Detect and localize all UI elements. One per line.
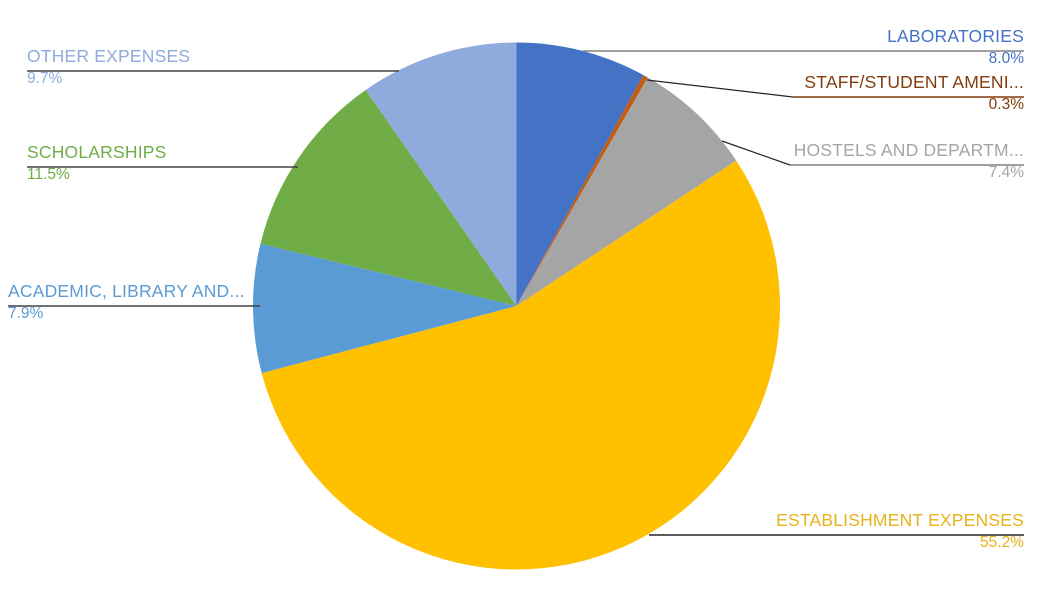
data-label-hostels: HOSTELS AND DEPARTM... 7.4% — [794, 140, 1024, 183]
data-label-staff-student-amenities: STAFF/STUDENT AMENI... 0.3% — [804, 72, 1024, 115]
data-label-hostels-value: 7.4% — [988, 164, 1024, 181]
data-label-other-expenses: OTHER EXPENSES 9.7% — [27, 46, 190, 89]
data-label-laboratories-category: LABORATORIES — [887, 26, 1024, 46]
data-label-hostels-category: HOSTELS AND DEPARTM... — [793, 140, 1024, 160]
pie-slice-other-expenses[interactable] — [365, 42, 517, 307]
data-label-other-expenses-value: 9.7% — [27, 70, 63, 87]
data-label-establishment-expenses-category: ESTABLISHMENT EXPENSES — [776, 510, 1024, 530]
data-label-other-expenses-category: OTHER EXPENSES — [27, 46, 191, 66]
data-label-scholarships-category: SCHOLARSHIPS — [27, 142, 167, 162]
data-label-laboratories-value: 8.0% — [988, 50, 1024, 67]
data-label-scholarships: SCHOLARSHIPS 11.5% — [27, 142, 167, 185]
data-label-laboratories: LABORATORIES 8.0% — [887, 26, 1024, 69]
data-label-establishment-expenses-value: 55.2% — [980, 534, 1024, 551]
pie-slice-hostels-and-departments[interactable] — [516, 77, 737, 306]
data-label-staff-student-amenities-category: STAFF/STUDENT AMENI... — [804, 72, 1024, 92]
leader-line-group — [8, 50, 1024, 536]
data-label-establishment-expenses: ESTABLISHMENT EXPENSES 55.2% — [776, 510, 1024, 553]
data-label-staff-student-amenities-value: 0.3% — [988, 96, 1024, 113]
pie-slice-scholarships[interactable] — [260, 89, 517, 306]
data-label-scholarships-value: 11.5% — [27, 166, 70, 183]
data-label-academic-library-category: ACADEMIC, LIBRARY AND... — [8, 281, 245, 301]
pie-slice-establishment-expenses[interactable] — [261, 160, 781, 570]
pie-slice-group — [253, 42, 781, 570]
pie-slice-staff-student-amenities[interactable] — [516, 75, 648, 306]
pie-slice-laboratories[interactable] — [516, 42, 644, 307]
data-label-academic-library: ACADEMIC, LIBRARY AND... 7.9% — [8, 281, 245, 324]
pie-slice-academic-library-and[interactable] — [253, 243, 517, 374]
leader-line-hostels — [721, 140, 791, 166]
leader-line-staff-student-amenities — [646, 79, 794, 98]
data-label-academic-library-value: 7.9% — [8, 305, 44, 322]
